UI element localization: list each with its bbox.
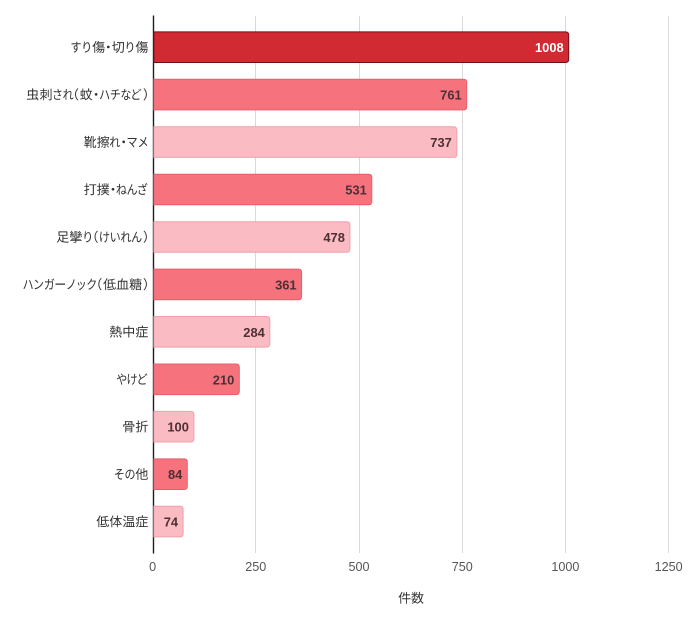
svg-text:737: 737: [430, 135, 452, 150]
svg-text:1000: 1000: [551, 560, 579, 574]
svg-text:761: 761: [440, 88, 462, 103]
svg-text:0: 0: [149, 560, 156, 574]
svg-text:74: 74: [164, 515, 179, 530]
svg-text:1250: 1250: [655, 560, 683, 574]
svg-text:1008: 1008: [535, 40, 564, 55]
svg-text:284: 284: [243, 325, 265, 340]
svg-text:531: 531: [345, 183, 367, 198]
svg-text:500: 500: [348, 560, 369, 574]
svg-text:750: 750: [452, 560, 473, 574]
svg-text:250: 250: [245, 560, 266, 574]
svg-text:210: 210: [213, 372, 235, 387]
svg-text:361: 361: [275, 277, 297, 292]
svg-text:100: 100: [167, 420, 189, 435]
svg-text:478: 478: [323, 230, 345, 245]
svg-text:84: 84: [168, 467, 183, 482]
